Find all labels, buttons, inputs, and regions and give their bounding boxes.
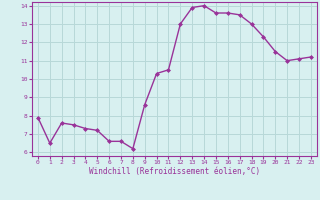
X-axis label: Windchill (Refroidissement éolien,°C): Windchill (Refroidissement éolien,°C) xyxy=(89,167,260,176)
